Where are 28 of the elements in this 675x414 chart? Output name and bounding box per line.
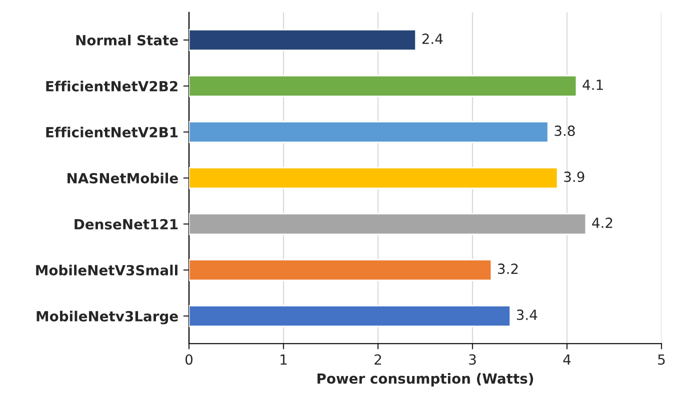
data-label: 2.4 [422,34,443,44]
bar [189,74,578,98]
bar [189,28,416,52]
y-tick-label: Normal State [76,34,178,46]
y-tick-label: MobileNetV3Small [36,264,178,276]
x-tick-label: 0 [185,354,192,365]
y-tick-label: MobileNetv3Large [36,310,178,324]
bar [189,166,558,190]
x-tick-label: 4 [563,354,571,365]
y-tick-label: DenseNet121 [74,218,178,230]
x-tick-label: 2 [374,354,382,365]
bar [189,120,549,144]
y-tick-label: EfficientNetV2B2 [46,80,178,92]
data-label: 3.8 [554,126,575,136]
bar [189,304,511,328]
data-label: 4.2 [592,218,612,228]
data-label: 3.2 [498,264,518,274]
data-label: 3.9 [564,172,584,182]
y-tick-label: EfficientNetV2B1 [46,126,178,138]
x-tick-label: 3 [469,354,476,365]
bar [189,258,492,282]
x-tick-label: 5 [658,354,665,365]
x-tick-label: 1 [280,354,287,365]
y-tick-label: NASNetMobile [68,172,178,184]
bar [189,212,587,236]
data-label: 4.1 [582,80,603,90]
x-axis-title: Power consumption (Watts) [318,373,534,386]
data-label: 3.4 [516,310,538,320]
